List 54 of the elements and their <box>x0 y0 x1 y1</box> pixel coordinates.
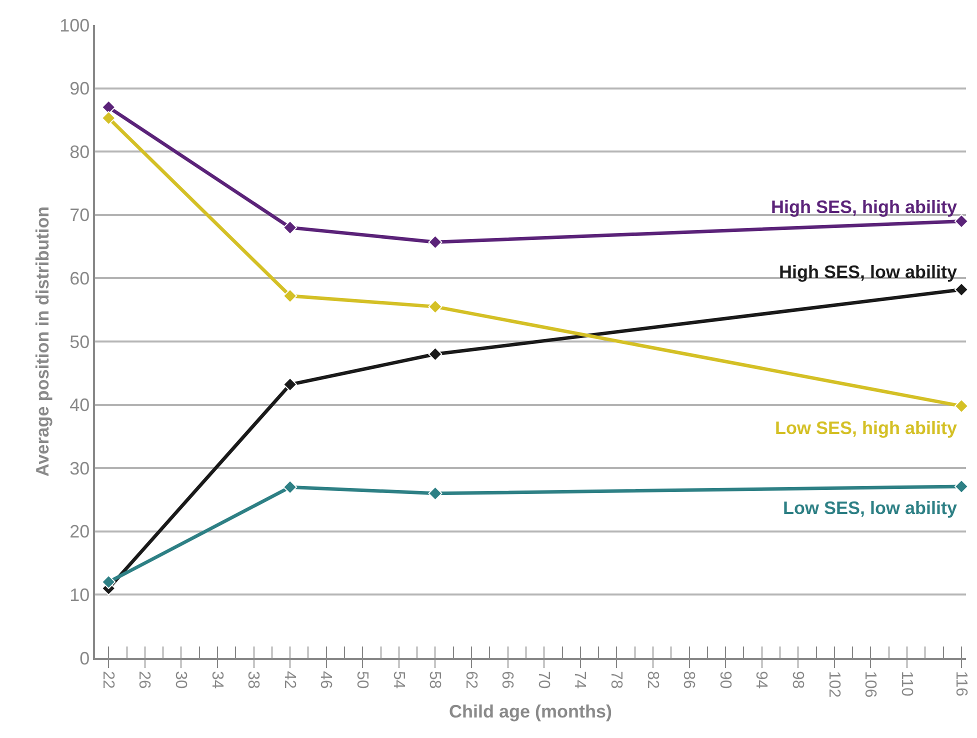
x-tick-label: 26 <box>136 670 153 689</box>
y-tick-label: 40 <box>70 395 90 416</box>
point <box>283 378 298 392</box>
point <box>102 575 116 590</box>
point <box>102 111 116 126</box>
x-tick-label: 94 <box>752 670 770 689</box>
point <box>283 480 298 494</box>
y-tick-label: 50 <box>70 332 90 352</box>
point <box>954 479 968 494</box>
y-tick-label: 0 <box>80 648 90 668</box>
point <box>954 282 968 297</box>
x-axis-title: Child age (months) <box>449 701 612 722</box>
x-tick-label: 70 <box>534 670 552 689</box>
series-label: High SES, low ability <box>779 262 958 282</box>
point <box>283 220 298 235</box>
point <box>283 288 298 303</box>
x-tick-label: 62 <box>462 670 480 689</box>
y-tick-label: 30 <box>70 458 90 478</box>
x-tick-label: 74 <box>571 670 588 689</box>
point <box>428 300 442 314</box>
x-tick-label: 82 <box>644 670 661 689</box>
y-axis-title: Average position in distribution <box>32 206 52 477</box>
x-tick-label: 90 <box>716 670 734 689</box>
point <box>428 486 442 500</box>
x-tick-label: 38 <box>244 670 262 689</box>
x-tick-label: 30 <box>172 670 189 689</box>
series-label: Low SES, high ability <box>775 418 958 438</box>
x-tick-label: 86 <box>680 670 698 689</box>
x-tick-label: 66 <box>498 670 516 689</box>
x-tick-label: 78 <box>607 670 624 689</box>
point <box>428 347 442 362</box>
y-tick-label: 60 <box>70 268 90 288</box>
x-tick-label: 50 <box>353 670 370 689</box>
series-label: Low SES, low ability <box>783 498 958 518</box>
x-tick-label: 34 <box>208 670 226 689</box>
x-tick-label: 98 <box>788 670 806 689</box>
x-tick-label: 102 <box>825 670 842 698</box>
x-tick-label: 42 <box>280 670 298 689</box>
y-tick-label: 20 <box>70 522 90 542</box>
point <box>428 235 442 250</box>
y-tick-label: 70 <box>70 205 90 226</box>
x-tick-label: 54 <box>390 670 407 689</box>
x-tick-label: 110 <box>898 670 915 697</box>
y-tick-label: 80 <box>70 142 90 162</box>
series-label: High SES, high ability <box>771 197 958 217</box>
y-tick-label: 90 <box>70 78 90 99</box>
x-tick-label: 46 <box>317 670 334 689</box>
x-tick-label: 22 <box>99 670 116 689</box>
point <box>954 399 968 414</box>
x-tick-label: 116 <box>952 670 970 697</box>
y-tick-label: 100 <box>60 15 90 36</box>
x-tick-label: 106 <box>862 670 879 698</box>
y-tick-label: 10 <box>70 585 90 605</box>
x-tick-label: 58 <box>426 670 444 689</box>
